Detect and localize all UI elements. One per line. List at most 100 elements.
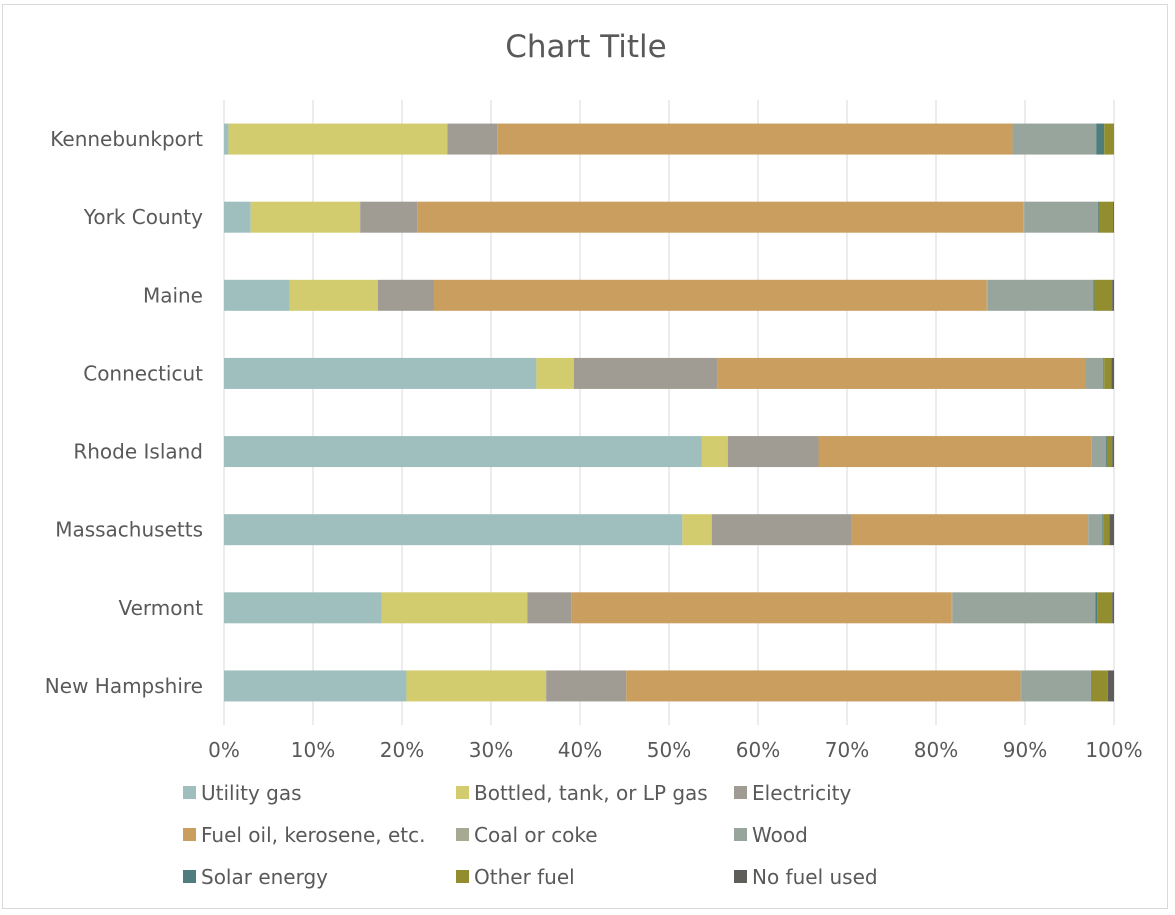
bar-segment xyxy=(447,123,498,155)
x-tick-label: 10% xyxy=(291,738,335,762)
chart-frame: Chart Title Kennebunkport York County Main… xyxy=(2,4,1168,909)
bar-segment xyxy=(1104,123,1114,155)
bar-segment xyxy=(1023,201,1025,233)
bar-segment xyxy=(434,279,987,311)
bar-segment xyxy=(417,201,1024,233)
x-tick-label: 80% xyxy=(914,738,958,762)
category-label: Kennebunkport xyxy=(50,127,203,151)
bar-segment xyxy=(1102,514,1104,546)
bar-segment xyxy=(536,357,574,389)
bar-segment xyxy=(1024,201,1098,233)
bar-segment xyxy=(527,592,572,624)
x-tick-label: 70% xyxy=(825,738,869,762)
legend-swatch xyxy=(456,786,469,799)
bar-segment xyxy=(1020,670,1022,702)
bar-segment xyxy=(682,514,712,546)
x-tick-label: 40% xyxy=(558,738,602,762)
bar-segment xyxy=(717,357,1086,389)
bar-segment xyxy=(224,592,382,624)
bar-segment xyxy=(1112,592,1114,624)
bar-segment xyxy=(1097,592,1113,624)
legend-label: Electricity xyxy=(752,781,852,805)
bar-segment xyxy=(1021,670,1091,702)
bar-segment xyxy=(1112,279,1114,311)
legend-item: Fuel oil, kerosene, etc. xyxy=(183,823,425,847)
legend-item: Solar energy xyxy=(183,865,328,889)
bar-segment xyxy=(951,592,953,624)
legend-label: Utility gas xyxy=(201,781,302,805)
bar-segment xyxy=(1107,670,1114,702)
legend-item: No fuel used xyxy=(734,865,878,889)
bar-segment xyxy=(1091,670,1108,702)
x-tick-label: 0% xyxy=(208,738,240,762)
bar-segment xyxy=(573,357,718,389)
bar-segment xyxy=(1111,357,1114,389)
bar-segment xyxy=(1090,670,1092,702)
bar-segment xyxy=(952,592,1096,624)
x-axis-ticks: 0% 10% 20% 30% 40% 50% 60% 70% 80% 90% 100% xyxy=(208,738,1142,762)
bar-row xyxy=(224,357,1114,389)
category-label: Rhode Island xyxy=(73,440,203,464)
bar-segment xyxy=(1085,357,1104,389)
bar-segment xyxy=(987,279,1094,311)
bars xyxy=(224,123,1114,702)
legend-swatch xyxy=(456,870,469,883)
bar-row xyxy=(224,670,1114,702)
bar-segment xyxy=(727,436,819,468)
bar-segment xyxy=(289,279,378,311)
bar-segment xyxy=(571,592,952,624)
legend: Utility gas Bottled, tank, or LP gas Elect… xyxy=(183,781,878,889)
bar-segment xyxy=(224,357,537,389)
bar-segment xyxy=(406,670,547,702)
category-label: Massachusetts xyxy=(55,518,203,542)
bar-segment xyxy=(1095,592,1098,624)
legend-swatch xyxy=(734,786,747,799)
bar-row xyxy=(224,514,1114,546)
bar-segment xyxy=(626,670,1021,702)
category-label: Connecticut xyxy=(83,361,203,385)
bar-row xyxy=(224,123,1114,155)
legend-label: Solar energy xyxy=(201,865,328,889)
chart-canvas: Kennebunkport York County Maine Connecticut… xyxy=(45,100,1143,889)
bar-segment xyxy=(701,436,728,468)
bar-segment xyxy=(497,123,1013,155)
x-tick-label: 100% xyxy=(1085,738,1142,762)
bar-segment xyxy=(711,514,852,546)
legend-label: Other fuel xyxy=(474,865,575,889)
legend-swatch xyxy=(734,870,747,883)
legend-swatch xyxy=(183,828,196,841)
legend-swatch xyxy=(456,828,469,841)
category-label: Maine xyxy=(143,283,203,307)
legend-item: Coal or coke xyxy=(456,823,598,847)
bar-row xyxy=(224,279,1114,311)
bar-segment xyxy=(250,201,361,233)
chart-title: Chart Title xyxy=(505,29,667,65)
bar-segment xyxy=(546,670,627,702)
bar-segment xyxy=(1088,514,1103,546)
gridlines xyxy=(223,100,1115,725)
bar-segment xyxy=(224,436,702,468)
legend-item: Other fuel xyxy=(456,865,575,889)
bar-segment xyxy=(224,514,683,546)
legend-label: Bottled, tank, or LP gas xyxy=(474,781,708,805)
bar-segment xyxy=(1094,279,1113,311)
x-tick-label: 60% xyxy=(736,738,780,762)
bar-segment xyxy=(1109,514,1114,546)
bar-segment xyxy=(1098,201,1114,233)
legend-item: Electricity xyxy=(734,781,852,805)
x-tick-label: 20% xyxy=(380,738,424,762)
bar-segment xyxy=(818,436,1092,468)
legend-swatch xyxy=(183,786,196,799)
x-tick-label: 50% xyxy=(647,738,691,762)
bar-segment xyxy=(224,201,251,233)
category-label: Vermont xyxy=(118,596,203,620)
bar-segment xyxy=(1103,357,1105,389)
bar-segment xyxy=(1097,201,1099,233)
bar-segment xyxy=(377,279,435,311)
x-tick-label: 30% xyxy=(469,738,513,762)
x-tick-label: 90% xyxy=(1003,738,1047,762)
bar-segment xyxy=(381,592,528,624)
legend-item: Bottled, tank, or LP gas xyxy=(456,781,708,805)
legend-label: Coal or coke xyxy=(474,823,598,847)
bar-segment xyxy=(1106,436,1113,468)
